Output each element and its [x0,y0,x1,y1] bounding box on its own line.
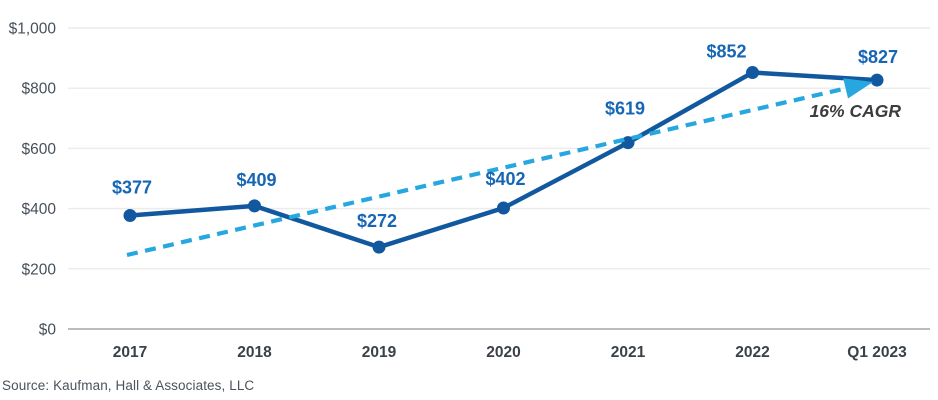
trend-arrow-icon [843,78,873,99]
y-tick-label: $200 [22,261,57,278]
data-series-line [127,70,880,250]
trend-dashed-line [126,86,847,258]
data-point-markers [123,66,884,254]
y-tick-label: $800 [22,81,57,98]
data-label: $377 [112,178,152,198]
cagr-label: 16% CAGR [810,101,902,121]
x-category-label: 2018 [237,344,272,361]
data-label: $409 [236,170,276,190]
data-label: $272 [357,211,397,231]
data-point-marker [870,73,884,87]
data-point-marker [746,66,759,80]
x-category-label: 2017 [113,344,147,361]
data-point-marker [621,136,635,150]
y-tick-label: $400 [22,201,57,218]
data-labels: $377 $409 $272 $402 $619 $852 $827 [112,42,898,232]
x-category-label: 2022 [735,344,769,361]
data-label: $827 [858,47,898,67]
x-category-label: 2021 [611,344,646,361]
line-chart: $0 $200 $400 $600 $800 $1,000 2017 2018 2019 2020… [9,21,930,361]
x-category-label: Q1 2023 [847,344,907,361]
y-tick-label: $0 [39,322,57,339]
x-axis-labels: 2017 2018 2019 2020 2021 2022 Q1 2023 [113,344,907,361]
data-label: $619 [605,99,645,119]
x-category-label: 2019 [362,344,397,361]
data-label: $402 [485,169,525,189]
y-axis-labels: $0 $200 $400 $600 $800 $1,000 [9,21,57,339]
data-point-marker [372,240,386,254]
data-point-marker [248,199,261,213]
x-category-label: 2020 [486,344,520,361]
y-tick-label: $600 [22,141,57,158]
data-label: $852 [706,42,746,62]
data-point-marker [497,201,510,215]
source-note: Source: Kaufman, Hall & Associates, LLC [2,378,255,393]
y-tick-label: $1,000 [9,21,57,38]
data-point-marker [123,209,137,223]
